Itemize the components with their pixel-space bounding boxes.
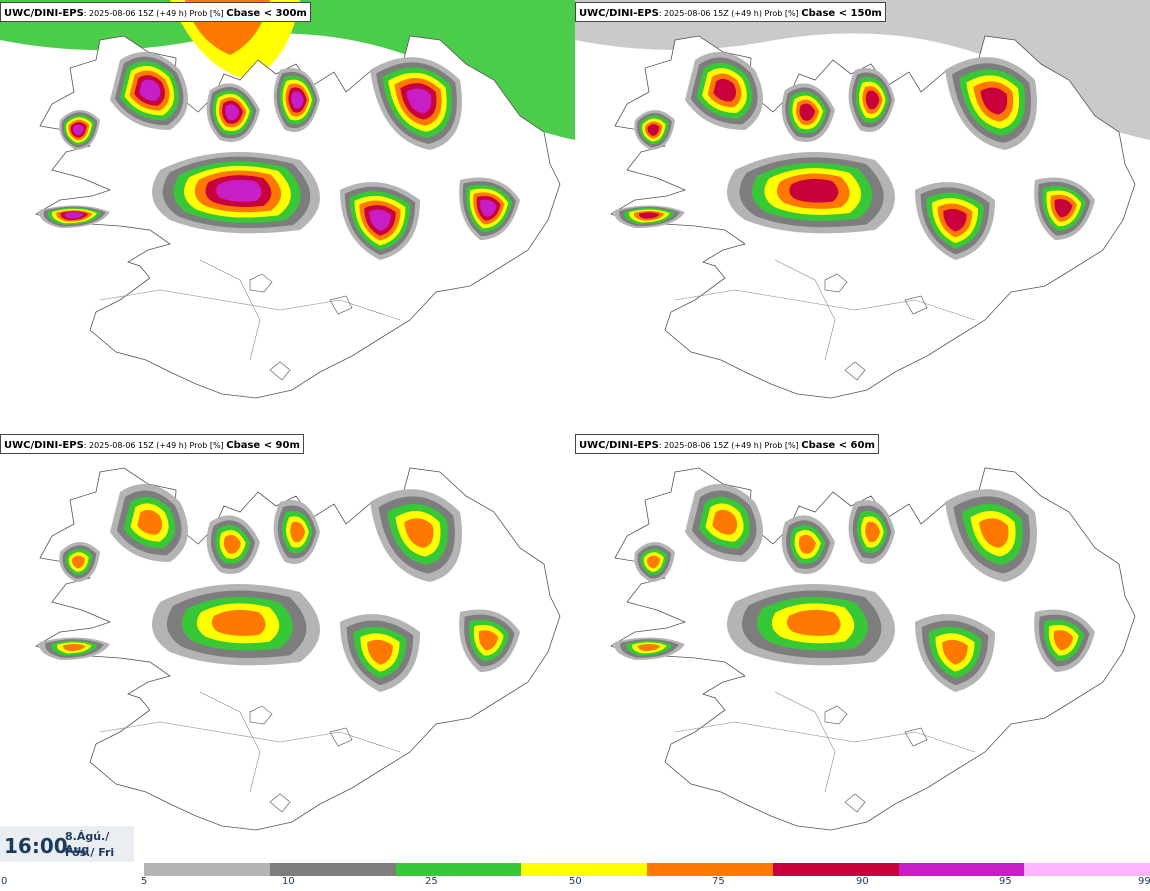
probability-band [62, 643, 86, 652]
road-line [774, 691, 836, 793]
map-panel-cbase-150: UWC/DINI-EPS: 2025-08-06 15Z (+49 h) Pro… [575, 0, 1150, 432]
offshore-probability-field [575, 0, 1150, 140]
colorbar-segment [1024, 863, 1150, 876]
road-line [199, 259, 261, 361]
probability-band [404, 518, 434, 548]
lake-outline [249, 705, 273, 725]
valid-date-line2: Fös./ Fri [65, 846, 115, 859]
probability-band [225, 104, 240, 121]
colorbar-tick-label: 10 [282, 876, 295, 887]
lake-outline [904, 295, 928, 315]
valid-date-line1: 8.Ágú./ Aug [65, 830, 110, 856]
probability-band [211, 609, 266, 636]
panel-title: UWC/DINI-EPS: 2025-08-06 15Z (+49 h) Pro… [575, 434, 879, 454]
colorbar-segment [772, 863, 899, 876]
road-line [674, 721, 976, 753]
offshore-probability-field [0, 0, 575, 140]
probability-colorbar [144, 863, 1150, 876]
probability-band [367, 639, 393, 665]
colorbar-start-label: 0 [1, 876, 8, 887]
probability-band [223, 534, 241, 554]
probability-band [647, 124, 660, 136]
probability-band [798, 534, 816, 554]
probability-band [290, 521, 306, 543]
probability-band [478, 630, 499, 651]
probability-band [786, 609, 841, 636]
panel-title: UWC/DINI-EPS: 2025-08-06 15Z (+49 h) Pro… [0, 434, 304, 454]
colorbar-tick-label: 99 [1138, 876, 1150, 887]
iceland-probability-map [0, 0, 575, 399]
probability-band [712, 509, 738, 535]
map-panel-cbase-300: UWC/DINI-EPS: 2025-08-06 15Z (+49 h) Pro… [0, 0, 575, 432]
colorbar-tick-label: 90 [856, 876, 869, 887]
road-line [674, 289, 976, 321]
lake-outline [249, 273, 273, 293]
probability-band [64, 212, 84, 219]
colorbar-tick-label: 75 [712, 876, 725, 887]
map-panel-cbase-90: UWC/DINI-EPS: 2025-08-06 15Z (+49 h) Pro… [0, 432, 575, 864]
probability-band [799, 103, 816, 121]
probability-band [865, 521, 881, 543]
colorbar-segment [898, 863, 1025, 876]
lake-outline [269, 361, 291, 381]
probability-band [637, 643, 661, 652]
lake-outline [329, 295, 353, 315]
probability-band [137, 509, 163, 535]
colorbar-tick-label: 50 [569, 876, 582, 887]
road-line [199, 691, 261, 793]
road-line [99, 721, 401, 753]
colorbar-tick-label: 25 [425, 876, 438, 887]
lake-outline [824, 705, 848, 725]
probability-band [942, 639, 968, 665]
lake-outline [329, 727, 353, 747]
colorbar-segment [144, 863, 270, 876]
probability-band [865, 90, 880, 110]
probability-band [713, 78, 737, 102]
lake-outline [824, 273, 848, 293]
probability-band [139, 79, 161, 101]
colorbar-segment [395, 863, 522, 876]
iceland-probability-map [575, 0, 1150, 399]
probability-band [72, 555, 86, 569]
lake-outline [844, 361, 866, 381]
probability-band [216, 179, 262, 202]
valid-time: 16:00 [4, 834, 68, 858]
probability-band [406, 88, 432, 114]
lake-outline [904, 727, 928, 747]
panel-title: UWC/DINI-EPS: 2025-08-06 15Z (+49 h) Pro… [575, 2, 886, 22]
probability-band [980, 87, 1008, 115]
probability-band [647, 555, 661, 569]
probability-band [369, 209, 391, 231]
iceland-probability-map [610, 467, 1136, 831]
road-line [99, 289, 401, 321]
lake-outline [844, 793, 866, 813]
colorbar-segment [521, 863, 647, 876]
road-line [774, 259, 836, 361]
colorbar-tick-label: 5 [141, 876, 148, 887]
valid-time-box: 16:00 8.Ágú./ Aug Fös./ Fri [0, 826, 134, 862]
probability-band [943, 208, 967, 232]
probability-band [1054, 199, 1073, 218]
probability-band [979, 518, 1009, 548]
probability-band [1053, 630, 1074, 651]
iceland-probability-map [35, 467, 561, 831]
colorbar-segment [269, 863, 396, 876]
colorbar-segment [647, 863, 773, 876]
probability-band [638, 212, 660, 219]
probability-band [291, 91, 304, 109]
colorbar-tick-label: 95 [999, 876, 1012, 887]
probability-band [72, 124, 84, 136]
probability-band [480, 199, 497, 217]
map-panel-cbase-60: UWC/DINI-EPS: 2025-08-06 15Z (+49 h) Pro… [575, 432, 1150, 864]
lake-outline [269, 793, 291, 813]
panel-title: UWC/DINI-EPS: 2025-08-06 15Z (+49 h) Pro… [0, 2, 311, 22]
probability-band [789, 178, 839, 203]
